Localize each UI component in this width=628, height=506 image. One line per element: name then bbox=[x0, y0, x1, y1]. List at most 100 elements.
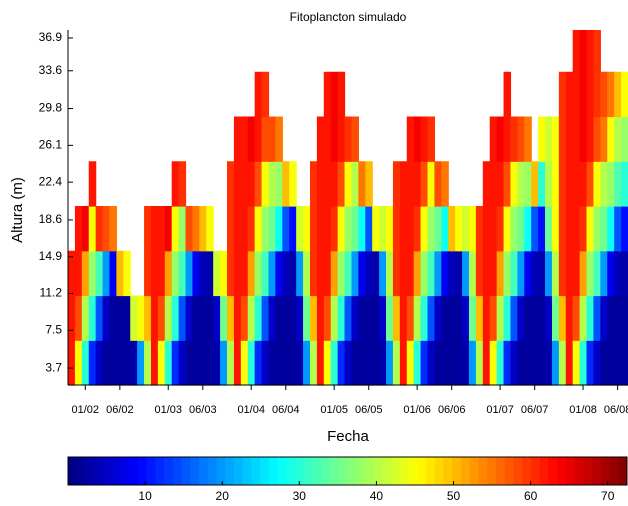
heat-cell bbox=[233, 116, 242, 162]
colorbar-swatch bbox=[426, 457, 436, 485]
heat-cell bbox=[420, 116, 429, 162]
heat-cell bbox=[337, 71, 346, 118]
heat-cell bbox=[109, 295, 117, 341]
heat-cell bbox=[399, 340, 408, 386]
heat-cell bbox=[68, 295, 76, 341]
heat-cell bbox=[614, 295, 622, 341]
heat-cell bbox=[206, 295, 214, 341]
heat-cell bbox=[351, 161, 359, 207]
heat-cell bbox=[227, 250, 235, 297]
heat-cell bbox=[489, 161, 498, 207]
heat-cell bbox=[102, 250, 111, 297]
heat-cell bbox=[178, 206, 187, 252]
heat-cell bbox=[379, 295, 387, 341]
colorbar-swatch bbox=[181, 457, 191, 485]
heat-cell bbox=[365, 250, 373, 297]
heat-cell bbox=[282, 295, 290, 341]
heat-cell bbox=[323, 161, 332, 207]
heat-cell bbox=[213, 250, 221, 297]
heat-cell bbox=[607, 116, 615, 162]
heat-cell bbox=[206, 206, 214, 252]
x-tick-label: 01/06 bbox=[403, 404, 431, 416]
colorbar-tick-label: 60 bbox=[524, 489, 538, 503]
heat-cell bbox=[448, 206, 456, 252]
heat-cell bbox=[468, 250, 477, 297]
colorbar-swatch bbox=[487, 457, 497, 485]
heat-cell bbox=[565, 250, 574, 297]
heat-cell bbox=[448, 340, 456, 386]
heat-cell bbox=[538, 206, 546, 252]
heat-cell bbox=[413, 340, 422, 386]
heat-cell bbox=[372, 250, 380, 297]
heat-cell bbox=[614, 340, 622, 386]
heat-cell bbox=[565, 340, 574, 386]
heat-cell bbox=[420, 161, 429, 207]
heat-cell bbox=[586, 206, 595, 252]
heat-cell bbox=[81, 250, 90, 297]
heat-cell bbox=[268, 340, 277, 386]
colorbar-swatch bbox=[469, 457, 480, 485]
heat-cell bbox=[545, 161, 553, 207]
heat-cell bbox=[365, 295, 373, 341]
heat-cell bbox=[524, 116, 532, 162]
heat-cell bbox=[289, 295, 297, 341]
heat-cell bbox=[88, 295, 97, 341]
heat-cell bbox=[517, 340, 525, 386]
heat-cell bbox=[482, 250, 491, 297]
colorbar-swatch bbox=[146, 457, 156, 485]
colorbar-swatch bbox=[434, 457, 445, 485]
heat-cell bbox=[254, 206, 263, 252]
heat-cell bbox=[372, 295, 380, 341]
heat-cell bbox=[296, 250, 304, 297]
heat-cell bbox=[434, 250, 442, 297]
heat-cell bbox=[150, 206, 159, 252]
heat-cell bbox=[538, 250, 546, 297]
heat-cell bbox=[254, 161, 263, 207]
heat-cell bbox=[289, 206, 297, 252]
heat-cell bbox=[261, 206, 270, 252]
colorbar-swatch bbox=[286, 457, 296, 485]
heat-cell bbox=[220, 340, 228, 386]
heat-cell bbox=[462, 250, 470, 297]
heat-cell bbox=[144, 340, 152, 386]
colorbar-swatch bbox=[207, 457, 217, 485]
heat-cell bbox=[240, 295, 249, 341]
y-tick-label: 22.4 bbox=[39, 174, 63, 188]
heat-cell bbox=[586, 250, 595, 297]
heat-cell bbox=[420, 206, 429, 252]
colorbar-swatch bbox=[68, 457, 78, 485]
heat-cell bbox=[192, 250, 200, 297]
colorbar-swatch bbox=[216, 457, 226, 485]
heat-cell bbox=[157, 250, 166, 297]
heat-cell bbox=[171, 250, 180, 297]
x-tick-label: 06/07 bbox=[521, 404, 549, 416]
heat-cell bbox=[517, 116, 525, 162]
colorbar-swatch bbox=[583, 457, 593, 485]
heat-cell bbox=[413, 116, 422, 162]
colorbar-swatch bbox=[303, 457, 314, 485]
x-tick-label: 01/03 bbox=[154, 404, 182, 416]
colorbar-tick-label: 50 bbox=[447, 489, 461, 503]
heat-cell bbox=[123, 295, 131, 341]
colorbar-swatch bbox=[321, 457, 331, 485]
heat-cell bbox=[365, 340, 373, 386]
heat-cell bbox=[344, 116, 353, 162]
colorbar-swatch bbox=[268, 457, 279, 485]
heat-cell bbox=[254, 250, 263, 297]
heat-cell bbox=[88, 206, 97, 252]
colorbar-swatch bbox=[120, 457, 130, 485]
heat-cell bbox=[116, 295, 124, 341]
heat-cell bbox=[150, 295, 159, 341]
heat-cell bbox=[524, 250, 532, 297]
heat-cell bbox=[510, 206, 518, 252]
heat-cell bbox=[109, 250, 117, 297]
heat-cell bbox=[137, 295, 145, 341]
x-tick-label: 01/08 bbox=[569, 404, 597, 416]
heat-cell bbox=[247, 161, 256, 207]
heat-cell bbox=[572, 250, 581, 297]
heat-cell bbox=[586, 295, 595, 341]
colorbar-tick-label: 40 bbox=[370, 489, 384, 503]
heat-cell bbox=[503, 116, 512, 162]
heat-cell bbox=[420, 295, 429, 341]
heat-cell bbox=[572, 30, 581, 73]
